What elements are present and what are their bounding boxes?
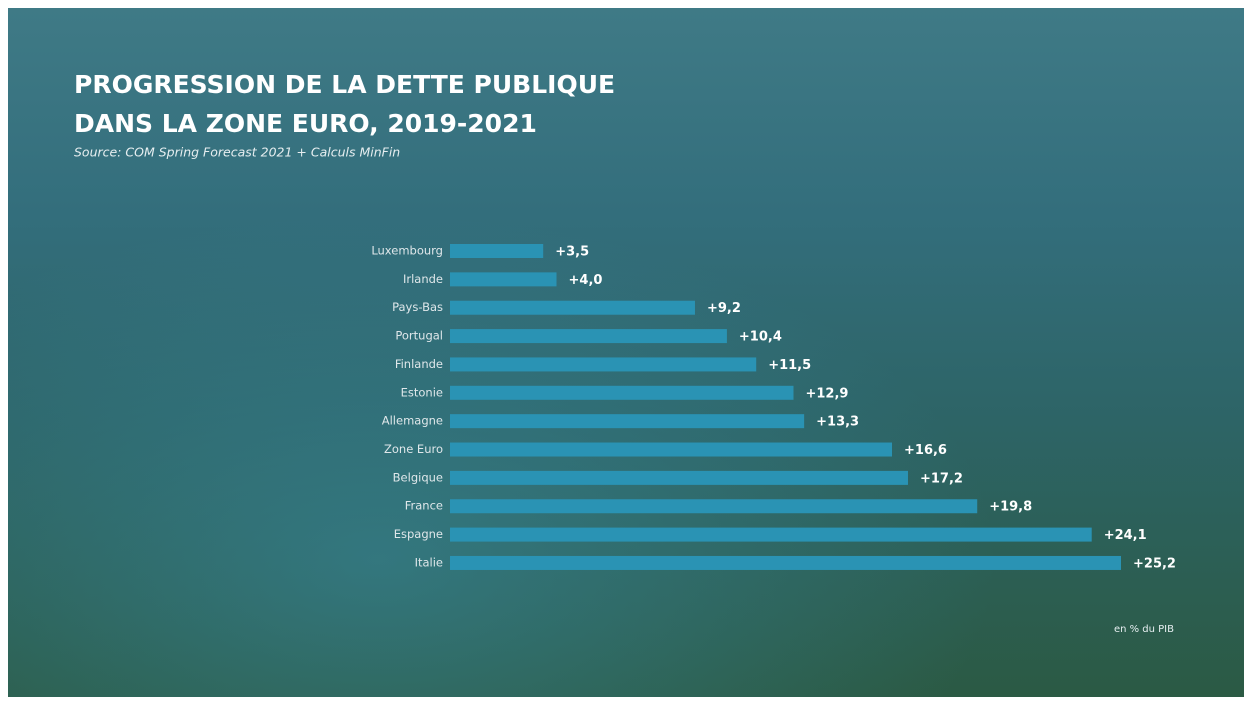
value-label: +13,3: [816, 415, 859, 430]
category-label: Zone Euro: [384, 442, 443, 456]
value-label: +4,0: [569, 273, 603, 288]
category-label: Pays-Bas: [392, 300, 443, 314]
value-label: +3,5: [555, 245, 589, 260]
category-label: France: [405, 499, 443, 513]
value-label: +9,2: [707, 301, 741, 316]
bar: [450, 244, 544, 258]
value-label: +19,8: [989, 500, 1032, 515]
category-label: Belgique: [393, 470, 443, 484]
bar: [450, 442, 893, 457]
bar: [450, 555, 1121, 570]
chart-title: DANS LA ZONE EURO, 2019-2021: [74, 109, 537, 138]
annotation: en % du PIB: [1114, 624, 1174, 635]
value-label: +16,6: [904, 443, 947, 458]
category-label: Espagne: [394, 527, 443, 541]
category-label: Luxembourg: [371, 244, 443, 258]
category-label: Italie: [415, 555, 443, 569]
bar: [450, 470, 908, 485]
value-label: +24,1: [1104, 528, 1147, 543]
bar: [450, 385, 794, 400]
chart-subtitle: Source: COM Spring Forecast 2021 + Calcu…: [74, 145, 400, 160]
bar: [450, 357, 757, 372]
value-label: +11,5: [768, 358, 811, 373]
chart-title: PROGRESSION DE LA DETTE PUBLIQUE: [74, 70, 615, 99]
value-label: +17,2: [920, 471, 963, 486]
bar: [450, 499, 978, 514]
bar: [450, 329, 727, 344]
bar: [450, 527, 1092, 542]
bar: [450, 300, 695, 315]
bar: [450, 414, 805, 429]
value-label: +12,9: [805, 386, 848, 401]
background-glow: [8, 8, 1244, 697]
category-label: Portugal: [395, 329, 443, 343]
category-label: Allemagne: [382, 414, 443, 428]
value-label: +10,4: [739, 330, 782, 345]
category-label: Finlande: [395, 357, 443, 371]
category-label: Estonie: [401, 385, 443, 399]
category-label: Irlande: [403, 272, 443, 286]
bar: [450, 272, 557, 287]
value-label: +25,2: [1133, 556, 1176, 571]
